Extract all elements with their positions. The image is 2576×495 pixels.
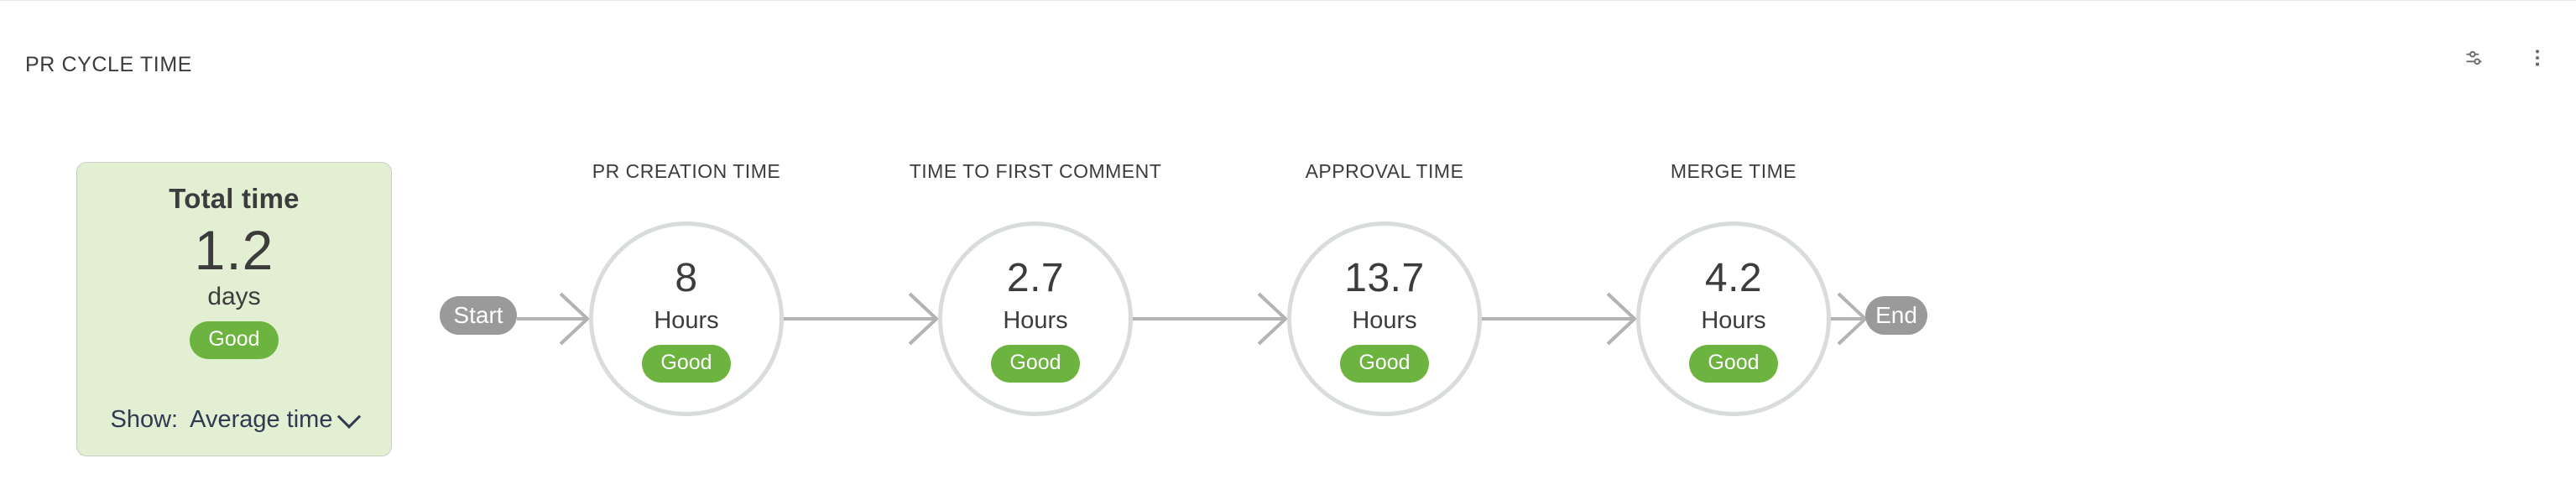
settings-sliders-icon[interactable] bbox=[2459, 41, 2492, 75]
stage-value: 8 bbox=[675, 256, 698, 300]
stage-value: 4.2 bbox=[1704, 256, 1763, 300]
status-badge: Good bbox=[1340, 345, 1429, 383]
total-time-title: Total time bbox=[169, 183, 300, 214]
total-time-card: Total time 1.2 days Good Show: Average t… bbox=[76, 162, 392, 456]
stage-unit: Hours bbox=[1701, 307, 1766, 334]
flow-start-pill: Start bbox=[440, 296, 517, 335]
page-title: PR CYCLE TIME bbox=[25, 53, 193, 76]
stage-circle: 8 Hours Good bbox=[589, 221, 784, 416]
stage-label-time-to-first-comment: TIME TO FIRST COMMENT bbox=[909, 160, 1162, 182]
status-badge: Good bbox=[1689, 345, 1778, 383]
stage-unit: Hours bbox=[654, 307, 719, 334]
stage-circle: 13.7 Hours Good bbox=[1287, 221, 1482, 416]
show-label: Show: bbox=[110, 406, 179, 433]
status-badge: Good bbox=[642, 345, 731, 383]
flow-end-pill: End bbox=[1865, 296, 1927, 335]
stage-value: 13.7 bbox=[1344, 256, 1425, 300]
stage-node-pr-creation-time[interactable]: 8 Hours Good bbox=[589, 221, 784, 416]
stage-unit: Hours bbox=[1003, 307, 1068, 334]
stage-label-merge-time: MERGE TIME bbox=[1670, 160, 1797, 182]
status-badge: Good bbox=[991, 345, 1080, 383]
total-time-unit: days bbox=[207, 283, 261, 311]
stage-circle: 2.7 Hours Good bbox=[938, 221, 1133, 416]
show-selector[interactable]: Show: Average time bbox=[110, 404, 362, 434]
show-value-text: Average time bbox=[190, 406, 333, 433]
chevron-down-icon bbox=[337, 404, 362, 429]
stage-value: 2.7 bbox=[1006, 256, 1065, 300]
show-value[interactable]: Average time bbox=[190, 404, 362, 434]
stage-label-pr-creation-time: PR CREATION TIME bbox=[592, 160, 781, 182]
stage-circle: 4.2 Hours Good bbox=[1636, 221, 1831, 416]
stage-node-merge-time[interactable]: 4.2 Hours Good bbox=[1636, 221, 1831, 416]
stage-label-approval-time: APPROVAL TIME bbox=[1305, 160, 1464, 182]
total-time-value: 1.2 bbox=[194, 219, 274, 281]
stage-node-time-to-first-comment[interactable]: 2.7 Hours Good bbox=[938, 221, 1133, 416]
more-vertical-icon[interactable] bbox=[2521, 41, 2554, 75]
header-actions bbox=[2459, 41, 2554, 75]
stage-unit: Hours bbox=[1352, 307, 1417, 334]
stage-node-approval-time[interactable]: 13.7 Hours Good bbox=[1287, 221, 1482, 416]
status-badge: Good bbox=[190, 321, 279, 360]
